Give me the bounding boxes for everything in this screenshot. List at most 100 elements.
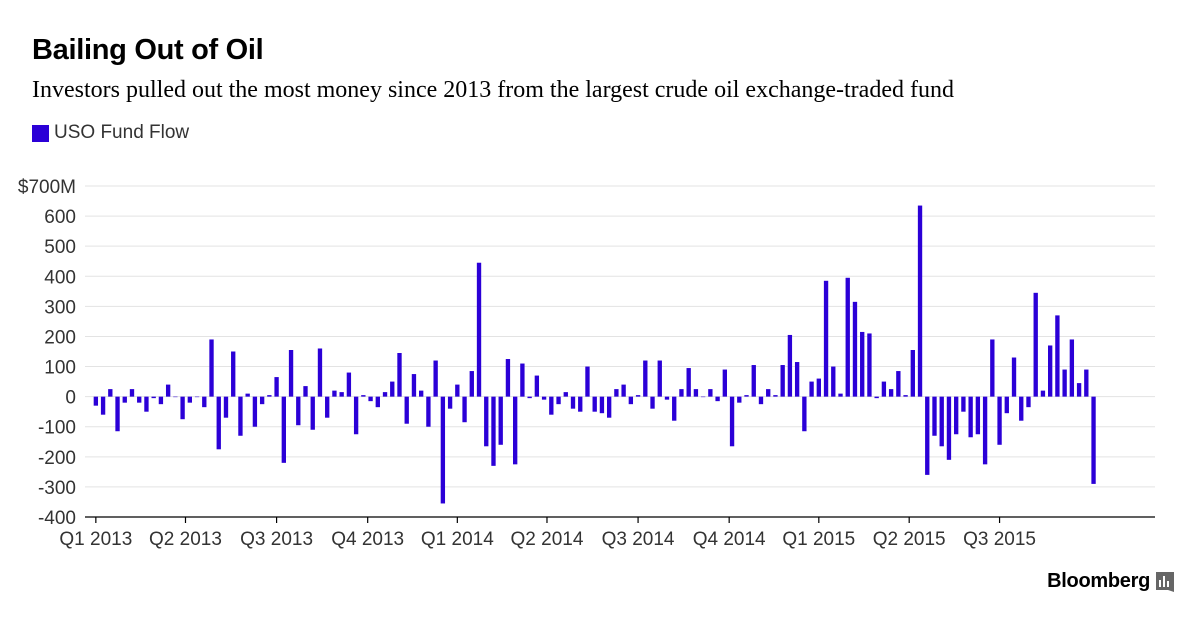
bar (606, 396, 612, 418)
bar (925, 396, 930, 475)
bar (173, 396, 178, 398)
bar (838, 393, 843, 397)
bar (375, 396, 380, 408)
bar (433, 360, 438, 397)
bar (990, 339, 995, 397)
bar (1091, 396, 1096, 484)
bar (563, 392, 568, 397)
bar (534, 375, 540, 397)
bar (202, 396, 207, 408)
bar (570, 396, 576, 409)
y-tick-label: 500 (44, 237, 76, 258)
bar (888, 389, 894, 397)
bar (1076, 383, 1082, 397)
bar (628, 396, 634, 405)
bar (975, 396, 981, 435)
bar (845, 277, 850, 397)
bar (93, 396, 99, 406)
bar (1033, 292, 1038, 397)
legend: USO Fund Flow (32, 122, 189, 144)
bar (867, 333, 872, 397)
y-tick-label: -400 (38, 508, 76, 529)
bar (390, 381, 395, 397)
bar (100, 396, 106, 415)
bar (361, 395, 366, 397)
bar (187, 396, 192, 403)
bar (585, 366, 590, 397)
bar (476, 262, 482, 397)
bar (744, 395, 749, 397)
bar (729, 396, 735, 447)
legend-swatch (32, 124, 49, 142)
bar (491, 396, 496, 466)
bar (346, 372, 352, 397)
bar (274, 377, 279, 397)
bar (137, 396, 142, 403)
bar (599, 396, 605, 414)
bar (180, 396, 185, 420)
x-tick-label: Q2 2013 (149, 529, 222, 550)
bar (440, 396, 446, 504)
bars (93, 205, 1096, 504)
bar (288, 350, 294, 397)
bar (997, 396, 1002, 445)
bar (484, 396, 489, 447)
bar (426, 396, 431, 427)
bar (816, 378, 821, 397)
bar (664, 396, 670, 400)
bar (108, 389, 113, 397)
bar (158, 396, 164, 405)
bar (592, 396, 597, 412)
bar (1004, 396, 1009, 414)
bar (165, 384, 171, 397)
y-tick-label: 0 (65, 388, 76, 409)
bar (223, 396, 229, 418)
y-axis-tick-labels: -400 -300 -200 -100 0 100 200 300 400 500 600 $700M (18, 177, 76, 529)
bar (693, 389, 699, 397)
bar (122, 396, 127, 403)
bar (296, 396, 301, 426)
bar (758, 396, 764, 405)
bar (896, 371, 901, 397)
bar (281, 396, 286, 463)
bar (643, 360, 648, 397)
bar (541, 396, 547, 400)
x-tick-label: Q2 2014 (511, 529, 584, 550)
bar (794, 362, 800, 397)
bar (874, 396, 879, 399)
y-tick-label: 300 (44, 297, 76, 318)
bar (411, 374, 417, 397)
bar (650, 396, 655, 409)
y-tick-label: -300 (38, 478, 76, 499)
bar (455, 384, 460, 397)
bar (505, 359, 511, 397)
bar (708, 389, 713, 397)
bar (917, 205, 923, 397)
bar (1019, 396, 1024, 421)
x-tick-label: Q3 2013 (240, 529, 313, 550)
bar (860, 331, 865, 397)
bar (353, 396, 359, 435)
bloomberg-logo: Bloomberg (1047, 570, 1174, 593)
bar (209, 339, 214, 397)
bar (700, 396, 706, 398)
x-tick-label: Q4 2013 (331, 529, 404, 550)
bar (946, 396, 952, 460)
bar (766, 389, 771, 397)
bar (144, 396, 149, 412)
bar (151, 396, 156, 399)
bar (129, 389, 135, 397)
bar (1055, 315, 1060, 397)
bar (549, 396, 554, 415)
bar (635, 395, 641, 397)
bar (115, 396, 120, 432)
bar (498, 396, 503, 445)
bar (773, 395, 778, 397)
bar (751, 365, 756, 397)
brand-name: Bloomberg (1047, 570, 1150, 592)
bar (339, 392, 344, 397)
x-tick-label: Q1 2015 (782, 529, 855, 550)
bar (621, 384, 626, 397)
bar (238, 396, 243, 436)
bar (310, 396, 315, 430)
